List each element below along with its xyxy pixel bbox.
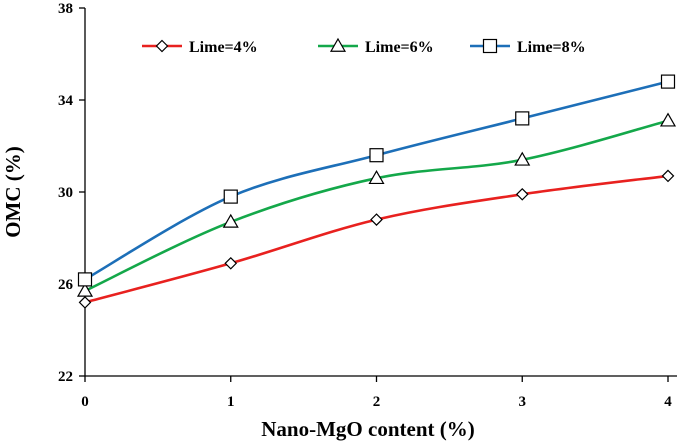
data-point-marker <box>76 282 94 297</box>
data-point-marker <box>224 256 238 270</box>
legend-marker-triangle <box>329 37 347 52</box>
x-tick-label: 1 <box>227 394 235 410</box>
x-tick-label: 3 <box>519 394 527 410</box>
x-ticks: 0 1 2 3 4 <box>81 376 672 410</box>
data-point-marker <box>78 296 92 309</box>
data-point-marker <box>370 213 383 226</box>
data-point-marker <box>660 74 676 89</box>
x-tick-label: 2 <box>373 394 381 410</box>
series-line-1 <box>84 174 669 304</box>
series-lines <box>84 80 669 304</box>
x-axis-title: Nano-MgO content (%) <box>261 417 474 441</box>
data-point-marker <box>368 169 385 185</box>
data-point-marker <box>661 169 675 183</box>
legend: Lime=4% Lime=6% Lime=8% <box>142 37 586 56</box>
data-point-marker <box>515 111 530 126</box>
y-tick-label: 34 <box>58 93 74 109</box>
data-point-marker <box>514 151 531 166</box>
legend-label: Lime=4% <box>189 39 258 56</box>
data-point-marker <box>369 148 384 163</box>
data-point-marker <box>223 189 238 204</box>
x-tick-label: 4 <box>664 394 672 410</box>
y-tick-label: 26 <box>58 277 74 293</box>
data-point-marker <box>222 213 239 228</box>
legend-label: Lime=6% <box>365 39 434 56</box>
y-tick-label: 38 <box>58 1 73 17</box>
series-markers <box>76 74 677 309</box>
data-point-marker <box>77 272 93 287</box>
x-tick-label: 0 <box>81 394 89 410</box>
y-ticks: 22 26 30 34 38 <box>58 1 85 385</box>
legend-label: Lime=8% <box>517 39 586 56</box>
legend-marker-square <box>482 38 498 54</box>
legend-marker-diamond <box>155 39 169 53</box>
series-line-2 <box>84 119 669 293</box>
data-point-marker <box>659 112 677 127</box>
y-tick-label: 30 <box>58 185 73 201</box>
data-point-marker <box>515 187 529 201</box>
y-tick-label: 22 <box>58 369 73 385</box>
y-axis-title: OMC (%) <box>1 146 25 238</box>
